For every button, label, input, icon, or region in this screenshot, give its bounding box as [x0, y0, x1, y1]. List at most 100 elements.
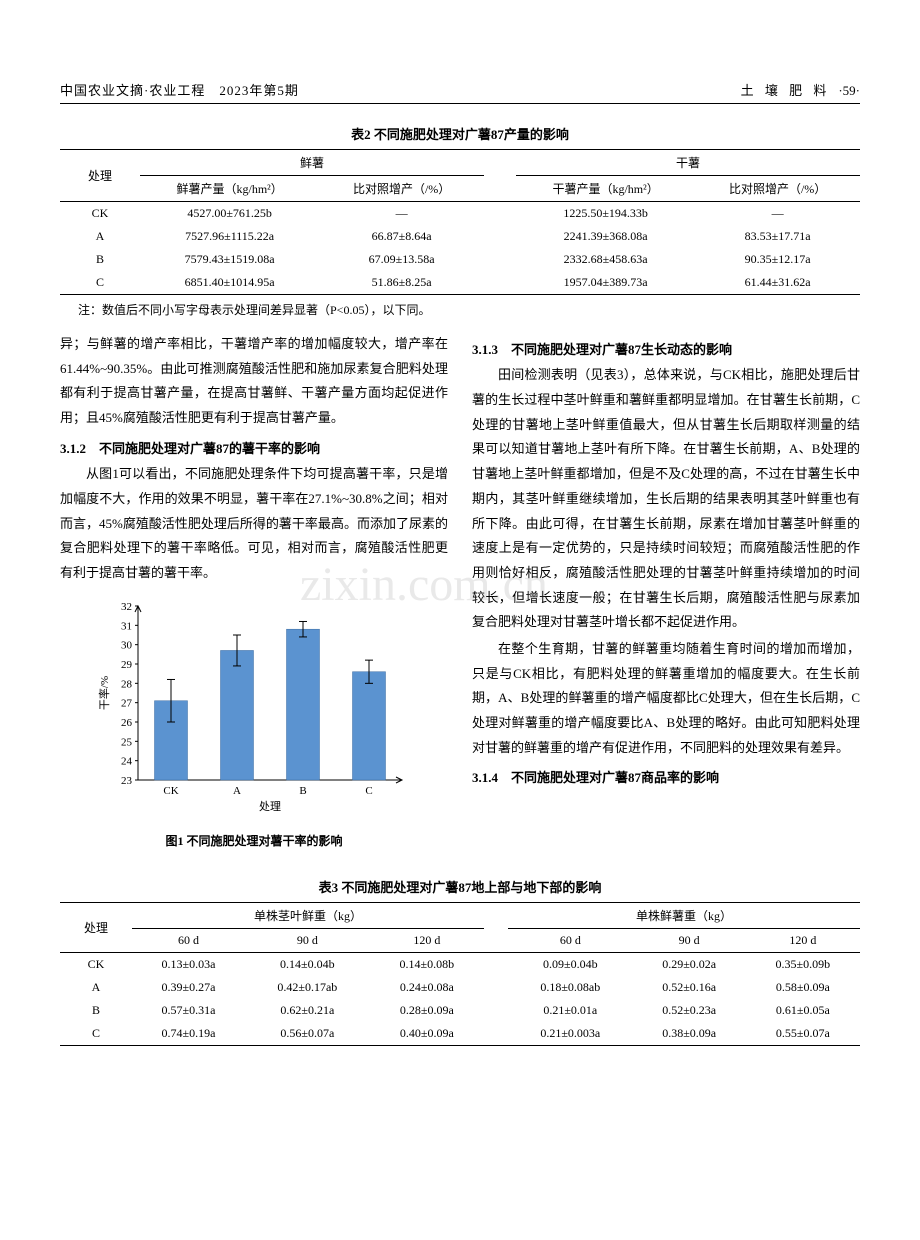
table-cell: CK — [60, 953, 132, 977]
heading-313: 3.1.3 不同施肥处理对广薯87生长动态的影响 — [472, 338, 860, 361]
table-cell — [484, 248, 516, 271]
table-row: C0.74±0.19a0.56±0.07a0.40±0.09a 0.21±0.00… — [60, 1022, 860, 1046]
table-cell: 6851.40±1014.95a — [140, 271, 319, 295]
table-cell: 2241.39±368.08a — [516, 225, 695, 248]
left-p1: 异；与鲜薯的增产率相比，干薯增产率的增加幅度较大，增产率在61.44%~90.3… — [60, 332, 448, 431]
table3-h-5: 120 d — [746, 929, 860, 953]
table-row: B7579.43±1519.08a67.09±13.58a 2332.68±458… — [60, 248, 860, 271]
table-cell: 0.21±0.01a — [508, 999, 633, 1022]
svg-text:26: 26 — [121, 717, 133, 729]
table-row: A7527.96±1115.22a66.87±8.64a 2241.39±368.… — [60, 225, 860, 248]
table-cell: 0.38±0.09a — [633, 1022, 746, 1046]
table-cell — [484, 999, 508, 1022]
table-cell: — — [319, 202, 484, 226]
table-cell: CK — [60, 202, 140, 226]
table-cell: C — [60, 1022, 132, 1046]
table2-h-2: 干薯产量（kg/hm²） — [516, 176, 695, 202]
table-cell: 0.52±0.16a — [633, 976, 746, 999]
table2: 处理 鲜薯 干薯 鲜薯产量（kg/hm²） 比对照增产（/%） 干薯产量（kg/… — [60, 149, 860, 295]
left-column: 异；与鲜薯的增产率相比，干薯增产率的增加幅度较大，增产率在61.44%~90.3… — [60, 332, 448, 859]
table3: 处理 单株茎叶鲜重（kg） 单株鲜薯重（kg） 60 d 90 d 120 d … — [60, 902, 860, 1046]
heading-314: 3.1.4 不同施肥处理对广薯87商品率的影响 — [472, 766, 860, 789]
table3-title: 表3 不同施肥处理对广薯87地上部与地下部的影响 — [60, 877, 860, 896]
table2-h-1: 比对照增产（/%） — [319, 176, 484, 202]
svg-text:29: 29 — [121, 659, 133, 671]
table2-title: 表2 不同施肥处理对广薯87产量的影响 — [60, 124, 860, 143]
table-cell: 51.86±8.25a — [319, 271, 484, 295]
bar-chart: 23242526272829303132干率/%CKABC处理 — [94, 596, 414, 816]
table-cell: 0.74±0.19a — [132, 1022, 245, 1046]
table-row: CK4527.00±761.25b—1225.50±194.33b— — [60, 202, 860, 226]
table-cell — [484, 1022, 508, 1046]
table-cell: 0.61±0.05a — [746, 999, 860, 1022]
table-cell: 7527.96±1115.22a — [140, 225, 319, 248]
table-cell: 0.13±0.03a — [132, 953, 245, 977]
svg-text:31: 31 — [121, 620, 132, 632]
table3-group-stem: 单株茎叶鲜重（kg） — [132, 903, 484, 929]
table-cell: 0.58±0.09a — [746, 976, 860, 999]
table-cell: 2332.68±458.63a — [516, 248, 695, 271]
table2-h-3: 比对照增产（/%） — [695, 176, 860, 202]
table-cell: 0.28±0.09a — [370, 999, 484, 1022]
table2-group-fresh: 鲜薯 — [140, 150, 484, 176]
right-p3: 田间检测表明（见表3），总体来说，与CK相比，施肥处理后甘薯的生长过程中茎叶鲜重… — [472, 363, 860, 635]
svg-text:CK: CK — [163, 785, 178, 797]
figure1-caption: 图1 不同施肥处理对薯干率的影响 — [94, 830, 414, 853]
svg-text:B: B — [299, 785, 306, 797]
table-cell — [484, 225, 516, 248]
table3-h-4: 90 d — [633, 929, 746, 953]
table3-h-0: 60 d — [132, 929, 245, 953]
table-cell: 0.09±0.04b — [508, 953, 633, 977]
table-row: C6851.40±1014.95a51.86±8.25a1957.04±389.… — [60, 271, 860, 295]
svg-text:23: 23 — [121, 775, 133, 787]
table-row: A0.39±0.27a0.42±0.17ab0.24±0.08a0.18±0.0… — [60, 976, 860, 999]
table3-group-tuber: 单株鲜薯重（kg） — [508, 903, 860, 929]
table-row: CK0.13±0.03a0.14±0.04b0.14±0.08b0.09±0.0… — [60, 953, 860, 977]
table-cell: 4527.00±761.25b — [140, 202, 319, 226]
table-cell: 0.14±0.08b — [370, 953, 484, 977]
page-header: 中国农业文摘·农业工程 2023年第5期 土 壤 肥 料·59· — [60, 80, 860, 104]
svg-text:处理: 处理 — [259, 800, 281, 813]
table3-h-3: 60 d — [508, 929, 633, 953]
table-cell: 7579.43±1519.08a — [140, 248, 319, 271]
svg-text:A: A — [233, 785, 241, 797]
table-cell: 0.62±0.21a — [245, 999, 370, 1022]
table-cell — [484, 202, 516, 226]
right-column: 3.1.3 不同施肥处理对广薯87生长动态的影响 田间检测表明（见表3），总体来… — [472, 332, 860, 859]
table2-h-0: 鲜薯产量（kg/hm²） — [140, 176, 319, 202]
table-cell: 0.55±0.07a — [746, 1022, 860, 1046]
svg-text:30: 30 — [121, 639, 133, 651]
table-cell: 0.56±0.07a — [245, 1022, 370, 1046]
table-cell: A — [60, 976, 132, 999]
table-cell: 0.39±0.27a — [132, 976, 245, 999]
table3-col-treatment: 处理 — [60, 903, 132, 953]
table-cell: B — [60, 248, 140, 271]
heading-312: 3.1.2 不同施肥处理对广薯87的薯干率的影响 — [60, 437, 448, 460]
table-cell: 1957.04±389.73a — [516, 271, 695, 295]
table-cell: 90.35±12.17a — [695, 248, 860, 271]
svg-text:32: 32 — [121, 601, 132, 613]
table-cell: 0.24±0.08a — [370, 976, 484, 999]
table3-h-2: 120 d — [370, 929, 484, 953]
svg-text:25: 25 — [121, 736, 133, 748]
svg-text:干率/%: 干率/% — [97, 675, 111, 709]
journal-title: 中国农业文摘·农业工程 2023年第5期 — [60, 80, 299, 99]
table-cell: A — [60, 225, 140, 248]
table-cell: 0.35±0.09b — [746, 953, 860, 977]
table-cell: 0.40±0.09a — [370, 1022, 484, 1046]
svg-text:27: 27 — [121, 697, 133, 709]
table-cell — [484, 976, 508, 999]
table-cell — [484, 271, 516, 295]
table-cell: 66.87±8.64a — [319, 225, 484, 248]
figure1: 23242526272829303132干率/%CKABC处理 图1 不同施肥处… — [94, 596, 414, 853]
table-cell: — — [695, 202, 860, 226]
table-cell: 0.21±0.003a — [508, 1022, 633, 1046]
table-cell: 0.18±0.08ab — [508, 976, 633, 999]
right-p4: 在整个生育期，甘薯的鲜薯重均随着生育时间的增加而增加，只是与CK相比，有肥料处理… — [472, 637, 860, 760]
section-page: 土 壤 肥 料·59· — [741, 80, 860, 99]
table3-h-1: 90 d — [245, 929, 370, 953]
table2-group-dry: 干薯 — [516, 150, 860, 176]
left-p2: 从图1可以看出，不同施肥处理条件下均可提高薯干率，只是增加幅度不大，作用的效果不… — [60, 462, 448, 585]
table-cell: 67.09±13.58a — [319, 248, 484, 271]
svg-text:28: 28 — [121, 678, 133, 690]
